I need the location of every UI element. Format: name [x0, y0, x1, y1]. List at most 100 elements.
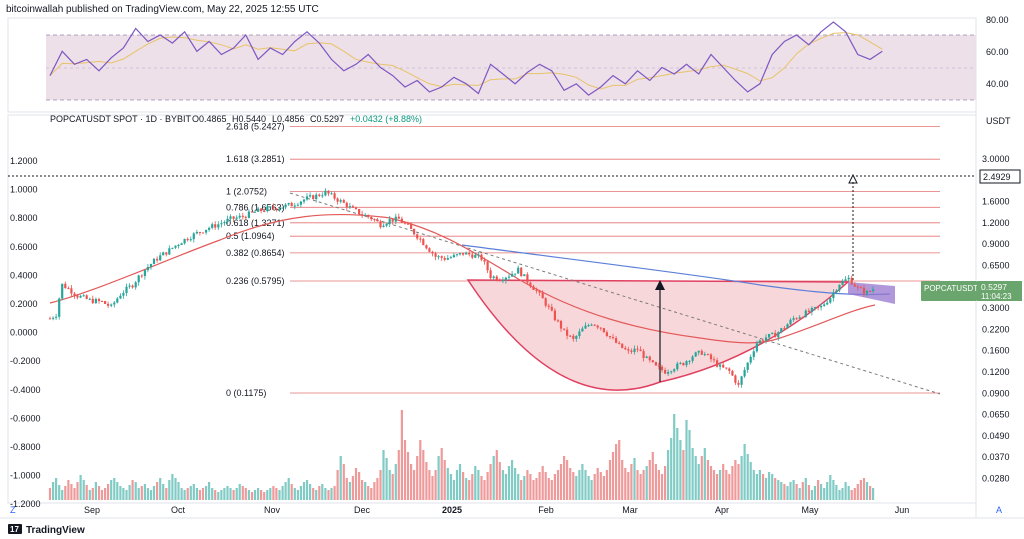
volume-bar — [535, 478, 538, 500]
volume-bar — [862, 478, 866, 500]
candle-body — [403, 222, 407, 224]
candle-body — [541, 292, 544, 299]
candle-body — [88, 298, 91, 300]
zoom-button[interactable]: Z — [10, 505, 16, 515]
volume-bar — [122, 488, 125, 500]
candle-body — [869, 291, 872, 292]
left-tick-3: 0.6000 — [10, 242, 38, 252]
volume-bar — [296, 490, 299, 500]
candle-body — [688, 360, 691, 362]
candle-body — [835, 290, 838, 293]
volume-bar — [290, 484, 293, 500]
candle-body — [550, 306, 553, 311]
volume-bar — [70, 484, 73, 500]
candle-body — [428, 248, 431, 252]
volume-bar — [731, 466, 734, 500]
volume-bar — [186, 488, 189, 500]
candle-body — [263, 211, 266, 212]
candle-body — [351, 206, 354, 208]
candle-body — [498, 280, 501, 282]
candle-body — [608, 336, 612, 338]
volume-bar — [740, 456, 743, 500]
volume-bar — [119, 486, 122, 500]
rsi-pane: 80.00 60.00 40.00 — [7, 15, 1009, 113]
candle-body — [719, 364, 722, 367]
candle-body — [97, 299, 101, 301]
volume-bar — [134, 482, 137, 500]
candle-body — [621, 343, 624, 348]
auto-scale-button[interactable]: A — [996, 505, 1002, 515]
volume-bar — [67, 480, 70, 500]
volume-bar — [789, 482, 792, 500]
right-tick-8: 0.2200 — [982, 324, 1010, 334]
volume-bar — [746, 454, 749, 500]
volume-bar — [679, 440, 682, 500]
ohlc-high: H0.5440 — [232, 114, 266, 124]
volume-bar — [214, 490, 217, 500]
volume-bar — [477, 470, 480, 500]
candle-body — [820, 306, 823, 308]
volume-bar — [440, 448, 443, 500]
candle-body — [229, 216, 232, 219]
volume-bar — [703, 448, 706, 500]
rsi-tick-60: 60.00 — [986, 47, 1009, 57]
volume-bar — [403, 440, 407, 500]
candle-body — [100, 301, 104, 302]
volume-bar — [94, 482, 97, 500]
volume-bar — [636, 470, 639, 500]
volume-bar — [223, 488, 226, 500]
volume-bar — [394, 464, 397, 500]
candle-body — [722, 364, 725, 368]
candle-body — [220, 223, 223, 225]
candle-body — [342, 200, 345, 203]
candle-body — [599, 327, 602, 329]
candle-body — [52, 317, 55, 319]
candle-body — [746, 362, 749, 370]
volume-bar — [651, 452, 654, 500]
volume-bar — [526, 470, 529, 500]
volume-bar — [777, 480, 780, 500]
volume-bar — [180, 488, 183, 500]
candle-body — [76, 295, 79, 298]
volume-bar — [774, 478, 777, 500]
candle-body — [64, 283, 67, 289]
volume-bar — [125, 490, 128, 500]
volume-bar — [260, 490, 263, 500]
volume-bar — [388, 470, 391, 500]
candle-body — [165, 252, 168, 255]
candle-body — [137, 275, 140, 283]
volume-bar — [529, 474, 532, 500]
candle-body — [379, 221, 382, 228]
volume-bar — [348, 482, 351, 500]
volume-bar — [780, 482, 783, 500]
candle-body — [587, 325, 590, 327]
candle-body — [253, 211, 257, 213]
candle-body — [373, 219, 376, 221]
volume-bar — [149, 490, 153, 500]
candle-body — [440, 256, 443, 258]
candle-body — [85, 295, 88, 299]
descending-trendline — [289, 192, 941, 395]
volume-bar — [691, 448, 694, 500]
candle-body — [624, 348, 627, 350]
left-tick-0: 1.2000 — [10, 156, 38, 166]
candle-body — [309, 195, 312, 197]
candle-body — [660, 366, 664, 371]
candle-body — [780, 328, 783, 333]
volume-bar — [354, 468, 358, 500]
right-tick-4: 0.9000 — [982, 239, 1010, 249]
candle-body — [361, 214, 364, 216]
volume-bar — [226, 486, 229, 500]
candle-body — [73, 293, 76, 296]
candle-body — [829, 298, 832, 303]
volume-bar — [792, 480, 795, 500]
candle-body — [504, 277, 507, 281]
candle-body — [94, 299, 97, 304]
candle-body — [443, 258, 446, 260]
volume-bar — [798, 488, 801, 500]
volume-bar — [817, 480, 820, 500]
volume-bar — [550, 480, 553, 500]
candle-body — [676, 363, 679, 370]
volume-bar — [725, 470, 728, 500]
volume-bar — [511, 460, 514, 500]
